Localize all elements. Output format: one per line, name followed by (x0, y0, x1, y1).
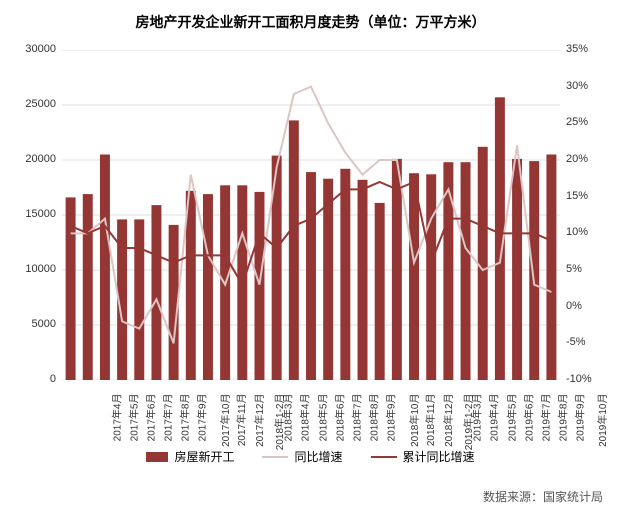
legend-label-line1: 同比增速 (294, 448, 342, 465)
chart-title: 房地产开发企业新开工面积月度走势（单位：万平方米） (0, 0, 621, 32)
chart-svg (62, 50, 560, 380)
legend-item-line1: 同比增速 (262, 448, 342, 465)
chart-plot (62, 50, 560, 380)
legend-swatch-bar (146, 452, 168, 462)
data-source: 数据来源：国家统计局 (483, 488, 603, 505)
legend-swatch-line1 (262, 456, 288, 458)
legend: 房屋新开工 同比增速 累计同比增速 (0, 448, 621, 465)
legend-label-line2: 累计同比增速 (403, 448, 475, 465)
legend-swatch-line2 (371, 456, 397, 458)
legend-item-bar: 房屋新开工 (146, 448, 234, 465)
legend-label-bar: 房屋新开工 (174, 448, 234, 465)
legend-item-line2: 累计同比增速 (371, 448, 475, 465)
